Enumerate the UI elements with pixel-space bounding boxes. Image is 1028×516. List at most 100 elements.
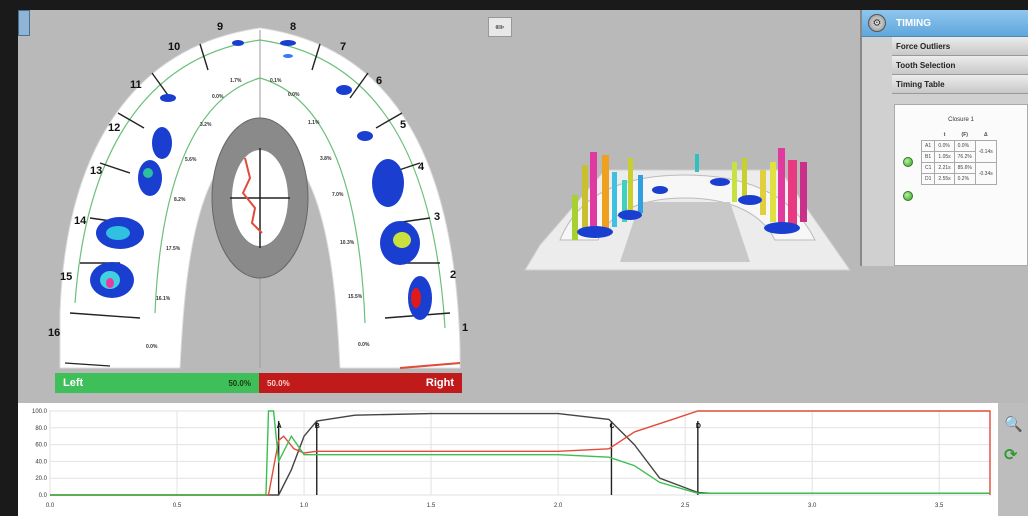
tooth-percent: 0.1% <box>270 78 282 84</box>
balance-left: Left 50.0% <box>55 373 259 393</box>
x-tick-label: 2.0 <box>554 503 563 509</box>
tooth-percent: 1.7% <box>230 78 242 84</box>
menu-toggle-button[interactable] <box>18 10 30 36</box>
3d-pressure-dots <box>577 178 800 238</box>
row-id: A1 <box>920 140 936 152</box>
zoom-icon[interactable]: 🔍 <box>1004 416 1023 433</box>
row-force: 85.6% <box>953 162 976 174</box>
row-force: 0.2% <box>953 173 976 185</box>
tooth-percent: 8.2% <box>174 197 186 203</box>
balance-right-percent: 50.0% <box>267 378 290 388</box>
section-force-outliers[interactable]: Force Outliers <box>892 37 1028 56</box>
table-row: A1 0.0% 0.0% -0.14s <box>920 140 997 163</box>
status-dot-closure-a[interactable] <box>903 157 913 167</box>
table-row: D1 2.55s 0.2% <box>920 173 997 185</box>
col-header: Δ <box>983 132 988 138</box>
pressure-map <box>90 40 432 320</box>
tooth-number: 6 <box>376 75 382 87</box>
tooth-percent: 0.0% <box>288 92 300 98</box>
tooth-numbers: 9 10 11 12 13 14 15 16 8 7 6 5 4 3 2 1 <box>48 21 468 339</box>
x-tick-label: 3.0 <box>808 503 817 509</box>
tooth-number: 7 <box>340 41 346 53</box>
gear-icon[interactable]: ⚙ <box>868 14 886 32</box>
arch-view: 9 10 11 12 13 14 15 16 8 7 6 5 4 3 2 1 1… <box>48 21 468 369</box>
x-tick-label: 3.5 <box>935 503 944 509</box>
status-dot-closure-c[interactable] <box>903 191 913 201</box>
row-force: 76.2% <box>953 151 976 163</box>
timing-table: t (F) Δ A1 0.0% 0.0% -0.14s B1 1.05s 76.… <box>920 130 997 185</box>
timing-marker-label: C <box>609 423 614 430</box>
timing-marker-label: B <box>315 423 320 430</box>
tooth-percent: 16.1% <box>156 296 171 302</box>
graph-toolbar: 🔍 ⟳ <box>998 403 1028 516</box>
timing-panel: ⚙ TIMING Force Outliers Tooth Selection … <box>860 10 1028 266</box>
tooth-number: 2 <box>450 269 456 281</box>
timing-panel-title: TIMING <box>896 17 931 29</box>
tooth-percentages: 1.7% 0.0% 3.2% 5.6% 8.2% 17.5% 16.1% 0.0… <box>146 78 370 350</box>
refresh-icon[interactable]: ⟳ <box>1004 447 1018 464</box>
tooth-number: 15 <box>60 271 72 283</box>
timing-table-body: Closure 1 t (F) Δ A1 0.0% 0.0% -0.14s B1… <box>894 104 1028 266</box>
tooth-percent: 1.1% <box>308 120 320 126</box>
cof-trajectory <box>241 157 263 234</box>
row-id: C1 <box>920 162 936 174</box>
tooth-number: 9 <box>217 21 223 33</box>
row-id: B1 <box>920 151 936 163</box>
balance-right-label: Right <box>425 377 454 389</box>
x-tick-label: 1.0 <box>300 503 309 509</box>
row-force: 0.0% <box>953 140 976 152</box>
tooth-number: 10 <box>168 41 180 53</box>
col-header: (F) <box>961 132 968 138</box>
closure-title: Closure 1 <box>948 117 974 123</box>
row-time: 0.0% <box>934 140 955 152</box>
x-tick-label: 2.5 <box>681 503 690 509</box>
balance-left-label: Left <box>63 377 84 389</box>
y-tick-label: 0.0 <box>39 493 48 499</box>
section-timing-table[interactable]: Timing Table <box>892 75 1028 94</box>
eraser-icon[interactable]: ✏ <box>488 17 512 37</box>
timing-marker-label: A <box>277 423 282 430</box>
tooth-percent: 10.3% <box>340 240 355 246</box>
tooth-number: 5 <box>400 119 406 131</box>
x-tick-label: 0.0 <box>46 503 55 509</box>
tooth-percent: 0.0% <box>146 344 158 350</box>
tooth-percent: 15.5% <box>348 294 363 300</box>
force-time-graph[interactable]: 0.0 20.0 40.0 60.0 80.0 100.0 0.0 0.5 1.0 1.5 2.0 2… <box>18 403 998 516</box>
tooth-number: 16 <box>48 327 60 339</box>
y-tick-label: 100.0 <box>32 409 48 415</box>
force-time-chart[interactable]: 0.0 20.0 40.0 60.0 80.0 100.0 0.0 0.5 1.0 1.5 2.0 2… <box>18 403 998 516</box>
x-tick-label: 1.5 <box>427 503 436 509</box>
top-bar <box>0 0 1028 10</box>
tooth-percent: 0.0% <box>212 94 224 100</box>
row-id: D1 <box>920 173 936 185</box>
x-tick-label: 0.5 <box>173 503 182 509</box>
tooth-number: 12 <box>108 122 120 134</box>
y-tick-label: 20.0 <box>35 476 47 482</box>
tooth-number: 8 <box>290 21 296 33</box>
balance-right: 50.0% Right <box>259 373 462 393</box>
row-time: 2.21s <box>934 162 955 174</box>
tooth-number: 13 <box>90 165 102 177</box>
row-delta: -0.14s <box>974 140 997 163</box>
tooth-percent: 3.2% <box>200 122 212 128</box>
series-line <box>50 410 991 496</box>
tooth-percent: 3.8% <box>320 156 332 162</box>
3d-palate <box>620 202 750 262</box>
section-tooth-selection[interactable]: Tooth Selection <box>892 56 1028 75</box>
3d-force-view <box>524 148 851 271</box>
col-header: t <box>943 132 946 138</box>
tooth-percent: 7.0% <box>332 192 344 198</box>
series-line <box>50 412 990 496</box>
timing-panel-header[interactable]: ⚙ TIMING <box>862 10 1028 37</box>
table-row: C1 2.21s 85.6% -0.34s <box>920 162 997 185</box>
y-tick-label: 80.0 <box>35 426 47 432</box>
arch-edge-left <box>64 362 111 367</box>
tooth-percent: 0.0% <box>358 342 370 348</box>
series-line <box>50 410 990 496</box>
tooth-percent: 17.5% <box>166 246 181 252</box>
tooth-number: 11 <box>130 79 142 91</box>
3d-force-bars <box>572 148 807 240</box>
tooth-number: 3 <box>434 211 440 223</box>
tooth-number: 1 <box>462 322 468 334</box>
y-tick-label: 60.0 <box>35 443 47 449</box>
